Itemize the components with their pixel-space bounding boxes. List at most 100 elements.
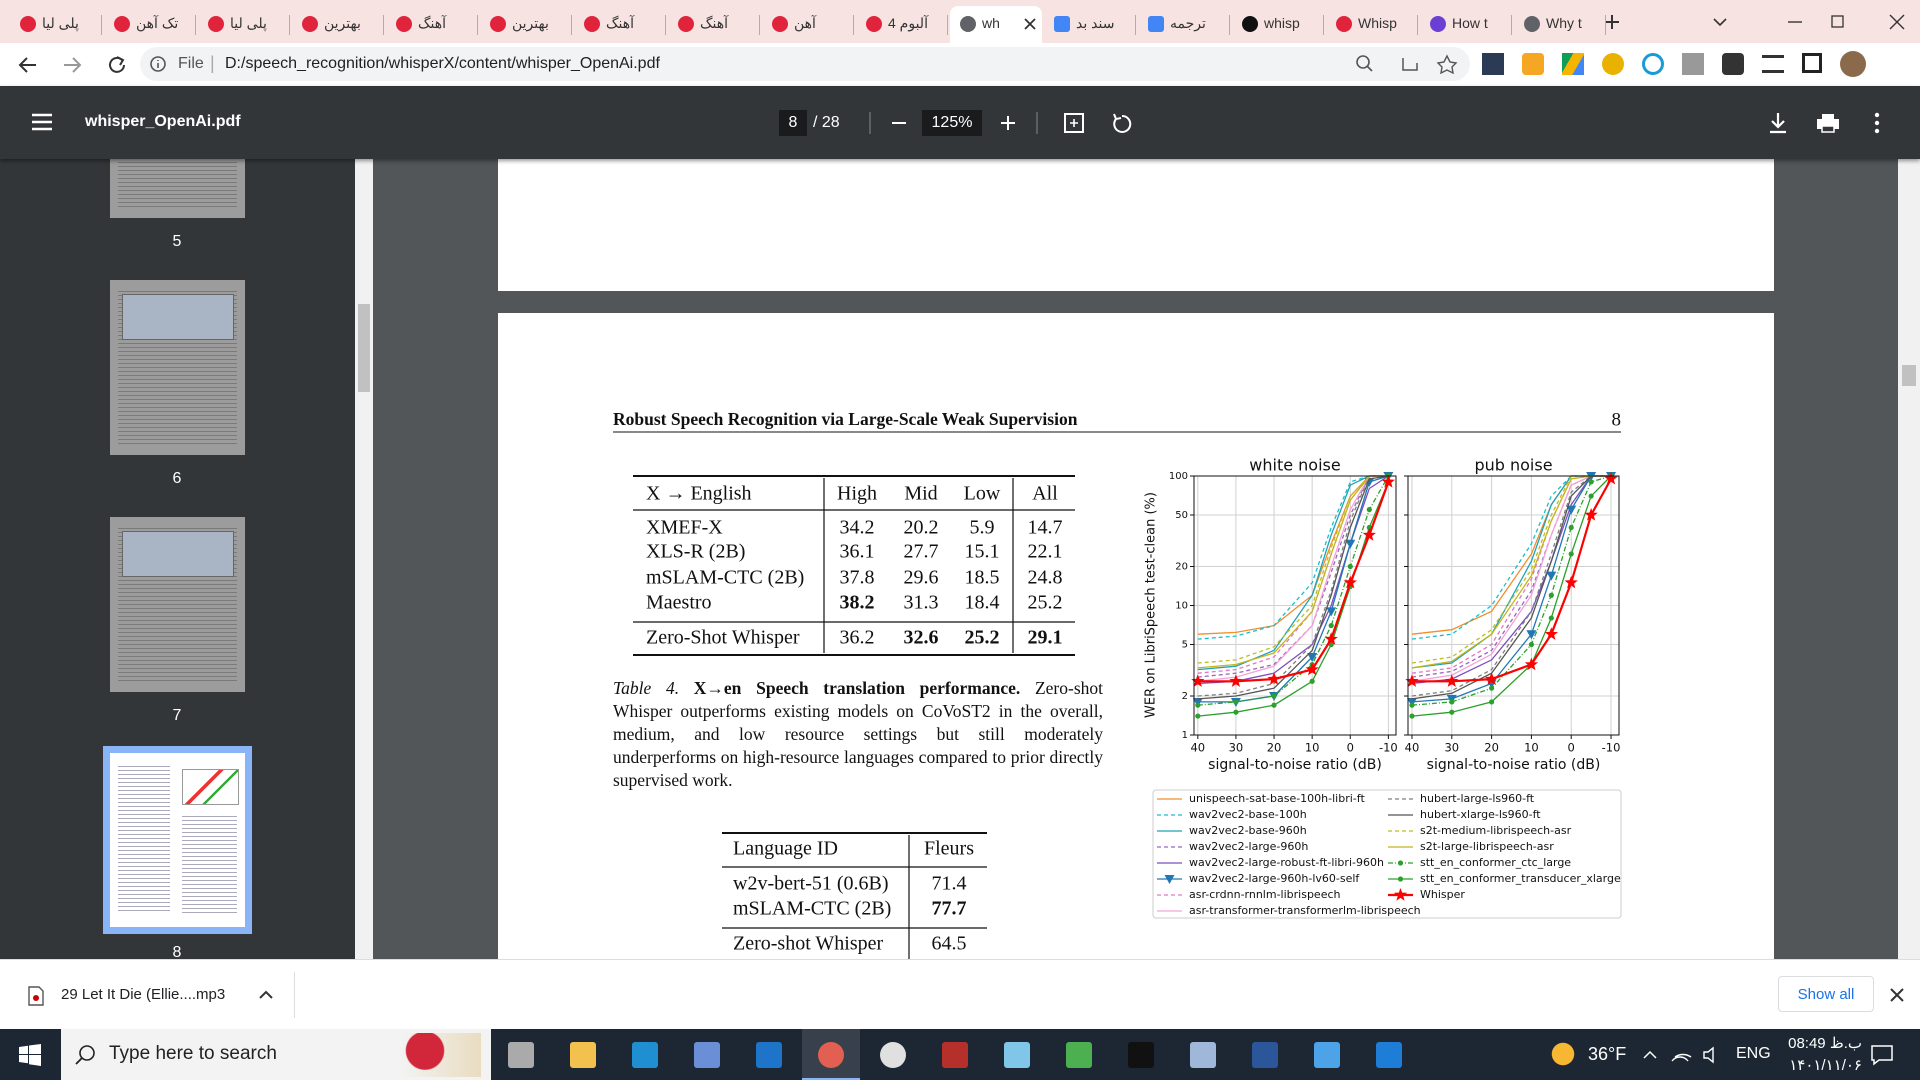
taskbar-app[interactable] bbox=[1128, 1042, 1154, 1068]
series-line bbox=[1197, 475, 1389, 703]
tab-icon bbox=[114, 16, 130, 32]
thumbnail-page[interactable] bbox=[110, 280, 245, 455]
thumbnail-selected[interactable] bbox=[103, 746, 252, 934]
legend-label: wav2vec2-base-960h bbox=[1189, 824, 1307, 837]
table-cell: 31.3 bbox=[904, 592, 939, 614]
show-all-button[interactable]: Show all bbox=[1778, 976, 1874, 1012]
taskbar-app[interactable] bbox=[1190, 1042, 1216, 1068]
tab[interactable]: wh bbox=[950, 6, 1042, 43]
tab[interactable]: آهن bbox=[762, 6, 854, 43]
taskbar-app[interactable] bbox=[570, 1042, 596, 1068]
download-file[interactable]: 29 Let It Die (Ellie....mp3 bbox=[61, 986, 226, 1003]
tab[interactable]: آهنگ bbox=[668, 6, 760, 43]
tab[interactable]: آهنگ bbox=[574, 6, 666, 43]
taskbar-app[interactable] bbox=[1376, 1042, 1402, 1068]
table-cell: mSLAM-CTC (2B) bbox=[733, 898, 891, 920]
taskbar-app[interactable] bbox=[508, 1042, 534, 1068]
new-tab[interactable] bbox=[1600, 10, 1624, 34]
tab-title: ترجمه bbox=[1170, 15, 1206, 31]
menu-button[interactable] bbox=[30, 110, 54, 134]
taskbar-app[interactable] bbox=[1314, 1042, 1340, 1068]
tab[interactable]: Why t bbox=[1514, 6, 1606, 43]
marker bbox=[1366, 507, 1372, 513]
input-language[interactable]: ENG bbox=[1736, 1045, 1771, 1062]
marker bbox=[1191, 674, 1205, 687]
taskbar-app[interactable] bbox=[756, 1042, 782, 1068]
tab-icon bbox=[1430, 16, 1446, 32]
tab-close[interactable] bbox=[1024, 18, 1036, 30]
tab[interactable]: whisp bbox=[1232, 6, 1324, 43]
tab[interactable]: سند بد bbox=[1044, 6, 1136, 43]
taskbar-app[interactable] bbox=[694, 1042, 720, 1068]
series-line bbox=[1197, 475, 1389, 697]
sidebar-scrollbar[interactable] bbox=[355, 159, 373, 959]
omnibox-icons[interactable] bbox=[1355, 54, 1465, 74]
taskbar-app[interactable] bbox=[1004, 1042, 1030, 1068]
extensions[interactable] bbox=[1482, 51, 1882, 77]
tab-title: پلی لیا bbox=[42, 15, 79, 31]
taskbar-app[interactable] bbox=[880, 1042, 906, 1068]
thumbnail-label: 5 bbox=[172, 233, 182, 250]
tab[interactable]: پلی لیا bbox=[10, 6, 102, 43]
taskbar-app[interactable] bbox=[632, 1042, 658, 1068]
tab-title: پلی لیا bbox=[230, 15, 267, 31]
window-controls[interactable] bbox=[1708, 10, 1920, 34]
close-download-bar[interactable] bbox=[1889, 987, 1905, 1003]
series-line bbox=[1412, 478, 1612, 683]
view-buttons[interactable] bbox=[1062, 110, 1142, 136]
start-button[interactable] bbox=[19, 1044, 41, 1066]
thumbnail-text bbox=[118, 763, 170, 913]
tab[interactable]: بهترین bbox=[480, 6, 572, 43]
zoom-input[interactable]: 125% bbox=[922, 110, 982, 136]
legend-frame bbox=[1152, 789, 1622, 919]
tab[interactable]: آهنگ bbox=[386, 6, 478, 43]
marker bbox=[1604, 471, 1618, 485]
separator: | bbox=[210, 53, 215, 73]
notifications[interactable] bbox=[1870, 1043, 1894, 1067]
search-box[interactable]: Type here to search bbox=[61, 1029, 491, 1080]
tab[interactable]: How t bbox=[1420, 6, 1512, 43]
weather-temp[interactable]: 36°F bbox=[1588, 1044, 1627, 1064]
tab-icon bbox=[584, 16, 600, 32]
tab[interactable]: Whisp bbox=[1326, 6, 1418, 43]
taskbar-app[interactable] bbox=[1066, 1042, 1092, 1068]
tab[interactable]: پلی لیا bbox=[198, 6, 290, 43]
tray-icons[interactable] bbox=[1642, 1045, 1726, 1065]
plot-area bbox=[1405, 471, 1618, 719]
legend-label: s2t-medium-librispeech-asr bbox=[1420, 824, 1572, 837]
tab[interactable]: آلبوم 4 bbox=[856, 6, 948, 43]
zoom-controls[interactable] bbox=[860, 108, 1060, 138]
legend-label: stt_en_conformer_transducer_xlarge bbox=[1420, 872, 1621, 885]
nav-buttons[interactable] bbox=[14, 52, 144, 78]
table-cell: Mid bbox=[904, 483, 937, 505]
thumbnail-label: 6 bbox=[172, 470, 182, 487]
table-cell: 71.4 bbox=[932, 873, 967, 895]
omnibox[interactable]: File | D:/speech_recognition/whisperX/co… bbox=[140, 47, 1470, 81]
tab[interactable]: بهترین bbox=[292, 6, 384, 43]
taskbar-app[interactable] bbox=[818, 1042, 844, 1068]
table-cell: All bbox=[1032, 483, 1058, 505]
tab-icon bbox=[490, 16, 506, 32]
clock[interactable]: 08:49 ب.ظ ۱۴۰۱/۱۱/۰۶ bbox=[1770, 1033, 1862, 1077]
tab[interactable]: ترجمه bbox=[1138, 6, 1230, 43]
series-line bbox=[1411, 475, 1611, 669]
page-number: 8 bbox=[1612, 409, 1622, 430]
thumbnail-page[interactable] bbox=[110, 159, 245, 218]
download-menu[interactable] bbox=[258, 988, 274, 1002]
tab-separator bbox=[1605, 15, 1606, 35]
tab-title: آهنگ bbox=[700, 15, 729, 31]
right-buttons[interactable] bbox=[1765, 110, 1895, 136]
tab-separator bbox=[1135, 15, 1136, 35]
viewer-scrollbar[interactable] bbox=[1898, 159, 1920, 959]
series-line bbox=[1197, 481, 1390, 683]
tab-icon bbox=[866, 16, 882, 32]
legend-label: hubert-large-ls960-ft bbox=[1420, 792, 1535, 805]
series-line bbox=[1197, 475, 1389, 678]
series-line bbox=[1197, 475, 1389, 700]
thumbnail-page[interactable] bbox=[110, 517, 245, 692]
taskbar-app[interactable] bbox=[942, 1042, 968, 1068]
tab[interactable]: تک آهن bbox=[104, 6, 196, 43]
taskbar-app[interactable] bbox=[1252, 1042, 1278, 1068]
page-input[interactable]: 8 bbox=[779, 110, 807, 136]
caption-text: Zero-shot Whisper outperforms existing m… bbox=[613, 678, 1104, 790]
